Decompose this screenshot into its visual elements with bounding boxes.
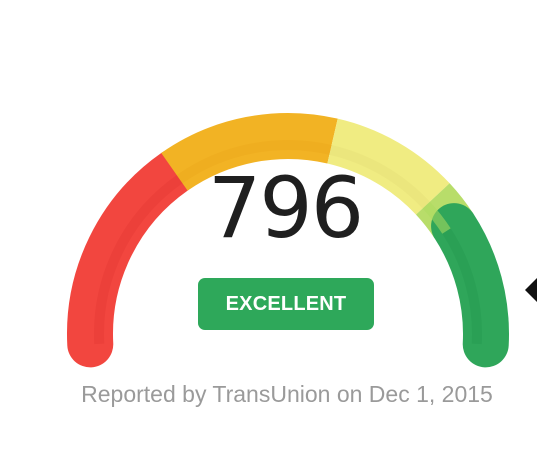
report-source-text: Reported by TransUnion on Dec 1, 2015 [81,381,493,407]
gauge-segment-shade-poor [94,175,183,345]
gauge-segment-excellent [431,203,509,368]
gauge-segment-poor [67,148,198,368]
next-arrow-icon[interactable] [525,278,537,302]
gauge-segment-good [326,118,450,216]
gauge-segment-shade-excellent [442,228,482,345]
gauge-segment-shade-very-good [422,201,451,234]
gauge-segment-fair [161,113,338,191]
gauge-segment-shade-good [329,144,430,209]
gauge-segment-shade-fair [176,140,332,184]
credit-score-value: 796 [207,159,364,257]
rating-badge: EXCELLENT [198,278,374,330]
